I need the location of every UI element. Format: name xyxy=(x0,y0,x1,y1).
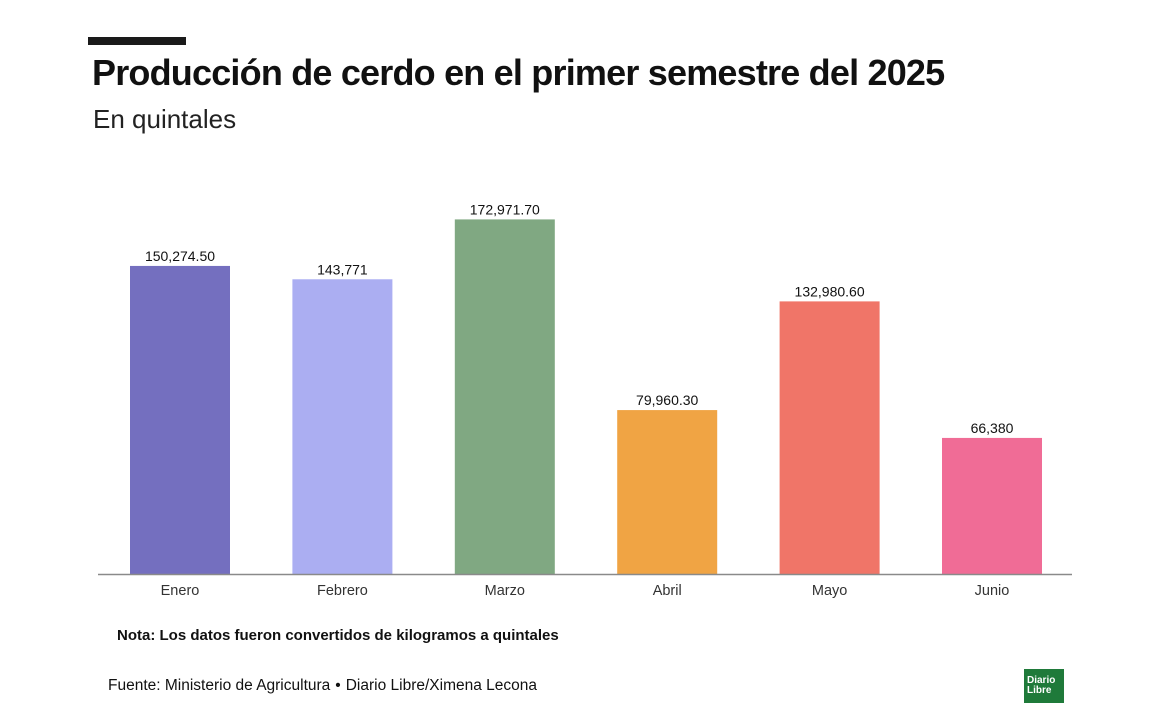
bar-febrero xyxy=(292,279,393,574)
bar-enero xyxy=(130,265,230,574)
x-tick-label-junio: Junio xyxy=(975,583,1010,599)
logo-line-2: Libre xyxy=(1027,685,1052,696)
source-line: Fuente: Ministerio de Agricultura • Diario… xyxy=(108,677,537,695)
title-accent-bar xyxy=(88,37,186,45)
data-label-junio: 66,380 xyxy=(971,420,1014,436)
chart-title: Producción de cerdo en el primer semestr… xyxy=(92,52,945,93)
data-label-mayo: 132,980.60 xyxy=(795,283,865,299)
data-label-marzo: 172,971.70 xyxy=(470,201,540,217)
source-credit: Diario Libre/Ximena Lecona xyxy=(345,677,537,694)
data-label-abril: 79,960.30 xyxy=(636,392,698,408)
chart-subtitle: En quintales xyxy=(93,104,237,134)
data-label-enero: 150,274.50 xyxy=(145,248,215,264)
x-tick-label-enero: Enero xyxy=(161,583,200,599)
chart-note: Nota: Los datos fueron convertidos de ki… xyxy=(117,627,559,644)
x-tick-label-abril: Abril xyxy=(653,583,682,599)
bar-mayo xyxy=(779,301,880,574)
bar-marzo xyxy=(454,219,555,574)
data-label-febrero: 143,771 xyxy=(317,261,368,277)
x-tick-label-febrero: Febrero xyxy=(317,583,368,599)
source-label: Fuente: Ministerio de Agricultura xyxy=(108,677,331,694)
bar-abril xyxy=(617,410,718,574)
x-tick-label-mayo: Mayo xyxy=(812,583,847,599)
x-tick-label-marzo: Marzo xyxy=(485,583,525,599)
logo-line-1: Diario xyxy=(1027,675,1056,686)
source-separator: • xyxy=(335,677,341,694)
bar-junio xyxy=(942,437,1042,574)
diario-libre-logo: Diario Libre xyxy=(1024,669,1064,703)
